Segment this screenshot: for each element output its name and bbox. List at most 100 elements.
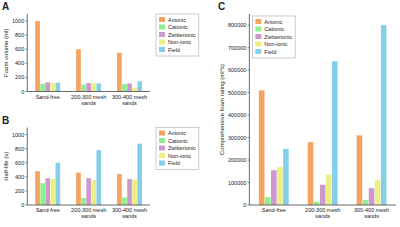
- bar: [86, 83, 91, 91]
- x-tick-label: 200-300 meshsands: [71, 94, 106, 106]
- legend-label: Cationic: [168, 138, 188, 144]
- bar: [81, 84, 86, 91]
- panel: B02004006008001000Sand-free200-300 meshs…: [2, 115, 199, 220]
- legend-swatch: [159, 153, 165, 158]
- y-tick-label: 200: [15, 74, 24, 80]
- bar: [132, 88, 137, 92]
- legend-box: [252, 16, 295, 58]
- y-tick-label: 400: [15, 60, 24, 66]
- bar: [56, 163, 61, 205]
- bar: [45, 178, 50, 205]
- y-tick: [247, 205, 249, 206]
- bar: [40, 183, 45, 205]
- panel-title: B: [2, 115, 9, 126]
- legend-label: Cationic: [168, 24, 188, 30]
- bar: [308, 142, 314, 205]
- y-tick: [25, 49, 27, 50]
- bar: [91, 83, 96, 91]
- legend-label: Non-ionic: [168, 39, 191, 45]
- bar: [314, 202, 320, 205]
- x-tick-label: 200-300 meshsands: [71, 207, 106, 219]
- y-tick-label: 200000: [228, 157, 246, 163]
- bar: [35, 21, 40, 91]
- x-tick-label-line: sands: [364, 213, 379, 219]
- legend-label: Zwitterionic: [264, 34, 292, 40]
- x-tick-label-line: sands: [81, 100, 96, 106]
- x-tick-label-line: sands: [122, 100, 137, 106]
- legend-swatch: [159, 138, 165, 143]
- bar: [91, 180, 96, 205]
- legend-swatch: [255, 19, 261, 24]
- legend-swatch: [159, 161, 165, 166]
- y-tick: [25, 134, 27, 135]
- bar: [357, 135, 363, 205]
- legend-label: Zwitterionic: [168, 145, 196, 151]
- legend-swatch: [255, 27, 261, 32]
- bar: [265, 197, 271, 205]
- y-tick: [247, 70, 249, 71]
- bar: [76, 49, 81, 91]
- bar: [137, 81, 142, 91]
- y-tick: [247, 47, 249, 48]
- panel-title: C: [218, 1, 225, 12]
- figure: A02004006008001000Sand-free200-300 meshs…: [0, 0, 400, 227]
- bar: [50, 179, 55, 205]
- bar: [56, 83, 61, 92]
- y-axis-label: Comprehensive foam rating (ml*s): [219, 64, 225, 155]
- legend: AnionicCationicZwitterionicNon-ionicFiel…: [156, 128, 199, 170]
- x-tick-label-line: Sand-free: [36, 94, 60, 100]
- x-tick-label-line: sands: [122, 213, 137, 219]
- bar: [375, 180, 381, 205]
- y-tick-label: 500000: [228, 90, 246, 96]
- bar: [50, 83, 55, 92]
- bar: [122, 197, 127, 205]
- y-tick: [247, 182, 249, 183]
- x-tick-label: 300-400 meshsands: [112, 207, 147, 219]
- legend-label: Cationic: [264, 26, 284, 32]
- bar: [363, 200, 369, 205]
- panel: C010000020000030000040000050000060000070…: [218, 1, 396, 219]
- legend-label: Anionic: [168, 130, 186, 136]
- legend-label: Zwitterionic: [168, 32, 196, 38]
- legend-box: [156, 14, 199, 56]
- legend-swatch: [159, 25, 165, 30]
- bar: [271, 170, 277, 205]
- y-tick-label: 1000: [12, 132, 24, 138]
- x-tick-label-line: sands: [315, 213, 330, 219]
- x-tick-label-line: Sand-free: [262, 207, 286, 213]
- legend: AnionicCationicZwitterionicNon-ionicFiel…: [252, 16, 295, 58]
- legend-box: [156, 128, 199, 170]
- y-tick: [247, 115, 249, 116]
- legend-swatch: [255, 42, 261, 47]
- y-axis-label: Foam volume (ml): [3, 29, 9, 77]
- legend-swatch: [159, 131, 165, 136]
- legend-swatch: [159, 40, 165, 45]
- y-tick-label: 800: [15, 146, 24, 152]
- x-tick-label-line: Sand-free: [36, 207, 60, 213]
- y-axis-line: [27, 128, 28, 206]
- bar: [369, 188, 375, 205]
- bar: [283, 149, 289, 205]
- y-tick-label: 0: [21, 89, 24, 95]
- y-tick-label: 800: [15, 32, 24, 38]
- legend-swatch: [159, 17, 165, 22]
- y-tick-label: 600: [15, 46, 24, 52]
- x-tick-label: 300-400 meshsands: [354, 207, 389, 219]
- bar: [332, 61, 338, 205]
- y-tick-label: 0: [243, 202, 246, 208]
- x-tick-label: 300-400 meshsands: [112, 94, 147, 106]
- bar: [326, 175, 332, 205]
- y-axis-label: Half-life (s): [3, 152, 9, 181]
- bars: [35, 144, 142, 205]
- y-tick: [25, 148, 27, 149]
- y-tick: [25, 162, 27, 163]
- y-tick: [25, 63, 27, 64]
- y-tick-label: 1000: [12, 18, 24, 24]
- x-tick-label: Sand-free: [36, 94, 60, 100]
- legend-label: Anionic: [168, 17, 186, 23]
- y-tick: [25, 77, 27, 78]
- bar: [127, 179, 132, 205]
- y-tick: [25, 91, 27, 92]
- legend-label: Field: [168, 47, 180, 53]
- legend-label: Field: [264, 49, 276, 55]
